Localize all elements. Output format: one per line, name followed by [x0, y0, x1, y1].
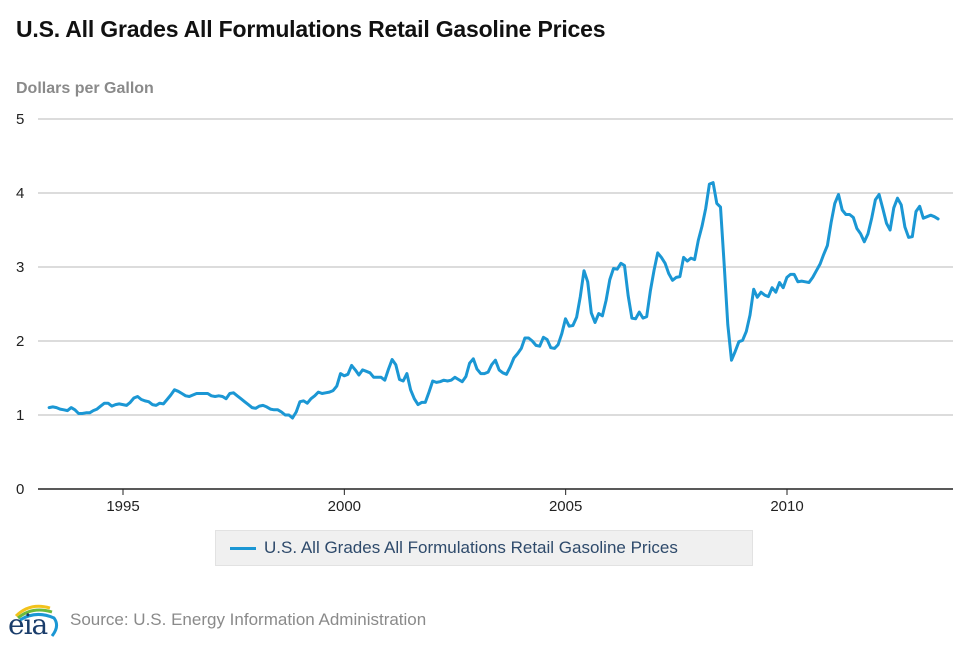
x-tick-label: 2010 [770, 498, 803, 515]
eia-logo: eia [6, 600, 64, 641]
y-tick-label: 5 [16, 111, 24, 128]
footer: eia Source: U.S. Energy Information Admi… [6, 600, 427, 641]
series-line [47, 181, 940, 420]
source-text: Source: U.S. Energy Information Administ… [70, 610, 427, 629]
x-tick-label: 1995 [106, 498, 139, 515]
y-tick-label: 0 [16, 481, 24, 498]
legend-label: U.S. All Grades All Formulations Retail … [264, 538, 678, 557]
y-axis-ticks: 0 1 2 3 4 5 [16, 111, 24, 498]
eia-logo-swoosh-icon [14, 604, 59, 637]
y-tick-label: 2 [16, 333, 24, 350]
legend[interactable]: U.S. All Grades All Formulations Retail … [215, 530, 753, 566]
x-axis-ticks: 1995 2000 2005 2010 [106, 489, 804, 515]
gridlines [38, 118, 953, 490]
y-axis-label: Dollars per Gallon [16, 80, 154, 97]
x-tick-label: 2000 [328, 498, 361, 515]
y-tick-label: 1 [16, 407, 24, 424]
eia-logo-text: eia [8, 608, 48, 641]
x-tick-label: 2005 [549, 498, 582, 515]
y-tick-label: 3 [16, 259, 24, 276]
chart-title: U.S. All Grades All Formulations Retail … [16, 16, 606, 42]
y-tick-label: 4 [16, 185, 24, 202]
legend-swatch [230, 546, 256, 550]
